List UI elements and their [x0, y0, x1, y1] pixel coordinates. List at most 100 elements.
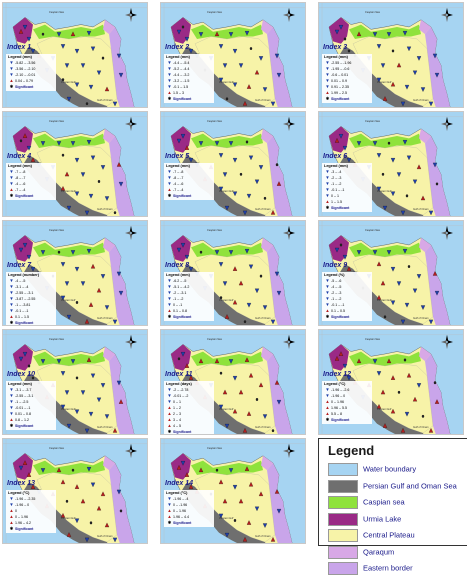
station-marker-decrease — [416, 383, 422, 388]
station-marker-decrease — [404, 411, 410, 417]
station-marker-neutral — [27, 364, 31, 368]
station-marker-neutral — [245, 140, 249, 144]
eastern-border-region — [267, 462, 293, 543]
station-marker-neutral — [259, 274, 263, 278]
triangle-down-icon: ▼ — [325, 78, 330, 83]
station-marker-increase — [198, 467, 204, 473]
panel-legend-title: Legend (number) — [8, 273, 40, 277]
station-marker-decrease — [86, 140, 92, 145]
station-marker-neutral — [113, 211, 117, 215]
star-icon: ✱ — [325, 417, 330, 422]
triangle-down-icon: ▼ — [325, 302, 330, 307]
station-marker-neutral — [249, 47, 253, 50]
station-marker-decrease — [116, 380, 122, 386]
caspian-region — [33, 24, 105, 39]
triangle-down-icon: ▼ — [325, 66, 330, 71]
iran-map — [3, 330, 147, 434]
station-marker-neutral — [119, 509, 123, 513]
triangle-down-icon: ▼ — [9, 387, 14, 392]
panel-legend-title: Legend (°C) — [324, 382, 346, 386]
station-marker-increase — [232, 299, 238, 305]
station-marker-neutral — [101, 56, 105, 60]
station-marker-neutral — [75, 376, 79, 380]
caspian-sea-label: Caspian Sea — [365, 229, 380, 232]
station-marker-decrease — [118, 72, 124, 78]
legend-item: ▼0.01 – 0.8 — [9, 411, 31, 416]
panel-legend: Legend (mm) ▼-5.82 – -3.56 ▼-3.56 – -2.10… — [6, 54, 56, 91]
legend-item: ▼-7 – -8 — [9, 169, 26, 174]
triangle-down-icon: ▼ — [167, 290, 172, 295]
station-marker-decrease — [218, 404, 224, 410]
panel-legend-title: Legend (days) — [166, 382, 192, 386]
legend-item: ▼-5 – -6 — [325, 278, 342, 283]
station-marker-decrease — [74, 409, 80, 415]
star-icon: ✱ — [9, 193, 14, 198]
map-panel: Caspian Sea Persian Gulf Gulf of Oman In… — [318, 220, 464, 326]
triangle-down-icon: ▼ — [9, 296, 14, 301]
legend-item: ▼-2 – -3.1 — [167, 290, 187, 295]
station-marker-decrease — [112, 101, 118, 107]
station-marker-decrease — [80, 63, 86, 68]
station-marker-decrease — [270, 319, 276, 325]
triangle-down-icon: ▼ — [9, 502, 14, 507]
station-marker-increase — [242, 537, 248, 542]
triangle-up-icon: ▲ — [9, 78, 14, 83]
main-legend-item: Qaraqum — [328, 545, 394, 560]
north-arrow-icon — [441, 116, 453, 132]
caspian-sea-label: Caspian Sea — [365, 338, 380, 341]
station-marker-increase — [390, 81, 396, 87]
station-marker-decrease — [400, 101, 406, 107]
caspian-region — [191, 24, 263, 39]
legend-significant: ✱ Significant — [9, 84, 34, 89]
triangle-up-icon: ▲ — [325, 90, 330, 95]
panel-title: Index 7 — [7, 262, 32, 269]
station-marker-increase — [376, 261, 382, 267]
triangle-up-icon: ▲ — [167, 308, 172, 313]
station-marker-increase — [416, 164, 422, 170]
map-panel: Caspian Sea Persian Gulf Gulf of Oman In… — [318, 2, 464, 108]
station-marker-decrease — [116, 489, 122, 495]
station-marker-increase — [376, 295, 382, 300]
iran-map — [3, 221, 147, 325]
panel-legend: Legend (mm) ▼-7 – -8 ▼-8 – -7 ▼-4 – -6 ▲-7 … — [6, 163, 56, 200]
panel-legend: Legend (°C) ▼-1.96 – -4 ▼0 – -1.96 ▲0 – 1.… — [164, 490, 214, 527]
station-marker-decrease — [56, 32, 62, 37]
station-marker-neutral — [71, 468, 75, 472]
station-marker-decrease — [400, 210, 406, 216]
map-panel: Caspian Sea Persian Gulf Gulf of Oman In… — [160, 2, 306, 108]
legend-item: ▼-1.96 – 0 — [325, 393, 346, 398]
eastern-border-region — [425, 26, 451, 107]
color-swatch — [328, 463, 358, 476]
persian-gulf-label: Persian Gulf — [219, 408, 234, 411]
panel-legend-title: Legend (mm) — [8, 164, 32, 168]
station-marker-decrease — [248, 264, 254, 270]
station-marker-decrease — [356, 250, 362, 255]
legend-item: ▼-7 – -8 — [167, 169, 184, 174]
main-legend-item: Water boundary — [328, 463, 416, 477]
station-marker-increase — [390, 408, 396, 414]
color-swatch — [328, 512, 358, 526]
north-arrow-icon — [283, 443, 295, 459]
panel-legend-title: Legend (mm) — [166, 55, 190, 59]
station-marker-decrease — [30, 49, 36, 54]
triangle-down-icon: ▼ — [325, 278, 330, 283]
station-marker-decrease — [74, 158, 80, 163]
station-marker-decrease — [228, 468, 234, 473]
map-panel: Caspian Sea Persian Gulf Gulf of Oman In… — [160, 111, 306, 217]
panel-legend: Legend (number) ▼-4 – -5 ▼-3.1 – -4 ▼-2.55… — [6, 272, 56, 325]
station-marker-neutral — [275, 163, 279, 167]
station-marker-decrease — [342, 146, 348, 151]
legend-significant: ✱ Significant — [325, 417, 350, 422]
station-marker-neutral — [219, 371, 223, 375]
central-plateau-region — [352, 254, 434, 325]
station-marker-decrease — [66, 96, 72, 102]
station-marker-neutral — [263, 196, 267, 200]
legend-item: ▲0 – 1.96 — [9, 514, 28, 519]
station-marker-decrease — [40, 468, 46, 473]
station-marker-increase — [242, 101, 248, 106]
station-marker-decrease — [428, 101, 434, 107]
station-marker-decrease — [90, 482, 96, 488]
triangle-up-icon: ▲ — [325, 199, 330, 204]
legend-item: ▼-6.2 – -5 — [167, 278, 187, 283]
station-marker-decrease — [56, 141, 62, 146]
